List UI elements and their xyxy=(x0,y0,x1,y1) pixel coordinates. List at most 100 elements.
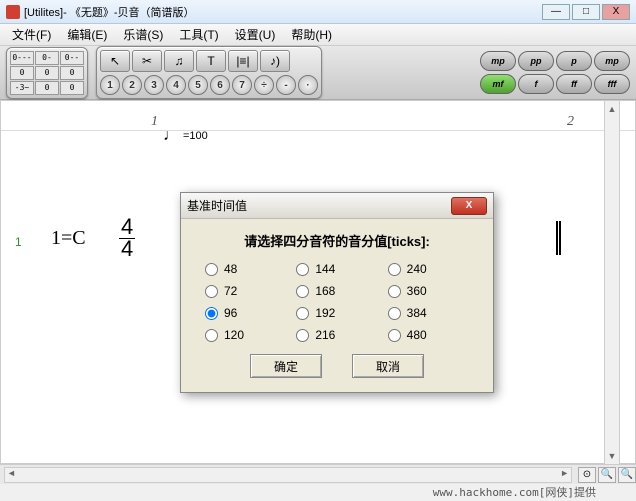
note-button--[interactable]: - xyxy=(276,75,296,95)
minimize-button[interactable]: — xyxy=(542,4,570,20)
tool-buttons-panel: ↖✂♫T|≡|♪) 1234567÷-· xyxy=(96,46,322,99)
duration-cell-3[interactable]: 0 xyxy=(10,66,34,80)
duration-cell-0[interactable]: 0--- xyxy=(10,51,34,65)
cancel-button[interactable]: 取消 xyxy=(352,354,424,378)
dynamic-button-ff-2[interactable]: ff xyxy=(556,74,592,94)
duration-cell-7[interactable]: 0 xyxy=(35,81,59,95)
status-bar: ⊙ 🔍 🔍 xyxy=(0,464,636,484)
zoom-default-button[interactable]: ⊙ xyxy=(578,467,596,483)
dialog-prompt: 请选择四分音符的音分值[ticks]: xyxy=(197,231,477,250)
scroll-down-icon[interactable]: ▼ xyxy=(605,448,619,464)
ticks-option-360[interactable]: 360 xyxy=(388,284,469,298)
ticks-option-216[interactable]: 216 xyxy=(296,328,377,342)
dialog-close-button[interactable]: X xyxy=(451,197,487,215)
duration-grid-panel: 0---0-0--000-3~00 xyxy=(6,47,88,99)
title-bar: [Utilites]- 《无题》-贝音（简谱版） — □ X xyxy=(0,0,636,24)
note-button-·[interactable]: · xyxy=(298,75,318,95)
ticks-option-48[interactable]: 48 xyxy=(205,262,286,276)
ticks-radio-72[interactable] xyxy=(205,285,218,298)
key-signature: 1=C xyxy=(51,227,86,250)
ticks-label-216: 216 xyxy=(315,328,335,342)
ticks-radio-168[interactable] xyxy=(296,285,309,298)
dynamic-button-f-1[interactable]: f xyxy=(518,74,554,94)
title-text: [Utilites]- 《无题》-贝音（简谱版） xyxy=(24,4,195,20)
menu-tools[interactable]: 工具(T) xyxy=(171,24,226,45)
ticks-option-144[interactable]: 144 xyxy=(296,262,377,276)
ticks-radio-120[interactable] xyxy=(205,329,218,342)
ticks-radio-192[interactable] xyxy=(296,307,309,320)
tempo-marking: ♩ =100 xyxy=(163,127,208,145)
scroll-up-icon[interactable]: ▲ xyxy=(605,101,619,117)
menu-edit[interactable]: 编辑(E) xyxy=(59,24,115,45)
ticks-option-192[interactable]: 192 xyxy=(296,306,377,320)
vertical-scrollbar[interactable]: ▲ ▼ xyxy=(604,100,620,465)
ticks-label-384: 384 xyxy=(407,306,427,320)
measure-number: 1 xyxy=(15,235,22,249)
menu-settings[interactable]: 设置(U) xyxy=(227,24,284,45)
ticks-option-480[interactable]: 480 xyxy=(388,328,469,342)
tool-button-1[interactable]: ✂ xyxy=(132,50,162,72)
ticks-radio-216[interactable] xyxy=(296,329,309,342)
dynamics-panel: mppppmp mfffffff xyxy=(480,51,630,94)
menu-file[interactable]: 文件(F) xyxy=(4,24,59,45)
ticks-radio-480[interactable] xyxy=(388,329,401,342)
tool-button-2[interactable]: ♫ xyxy=(164,50,194,72)
dialog-title-text: 基准时间值 xyxy=(187,197,247,214)
note-button-2[interactable]: 2 xyxy=(122,75,142,95)
zoom-in-button[interactable]: 🔍 xyxy=(618,467,636,483)
ruler-mark-1: 1 xyxy=(151,114,158,130)
tool-button-3[interactable]: T xyxy=(196,50,226,72)
duration-cell-6[interactable]: -3~ xyxy=(10,81,34,95)
ticks-radio-grid: 48 144 240 72 168 360 96 192 384 120 216 480 xyxy=(197,262,477,354)
ticks-radio-48[interactable] xyxy=(205,263,218,276)
ok-button[interactable]: 确定 xyxy=(250,354,322,378)
dynamic-button-fff-3[interactable]: fff xyxy=(594,74,630,94)
note-button-6[interactable]: 6 xyxy=(210,75,230,95)
note-button-4[interactable]: 4 xyxy=(166,75,186,95)
ticks-radio-360[interactable] xyxy=(388,285,401,298)
dynamic-button-mf-0[interactable]: mf xyxy=(480,74,516,94)
note-button-7[interactable]: 7 xyxy=(232,75,252,95)
ticks-radio-144[interactable] xyxy=(296,263,309,276)
dynamic-button-mp-3[interactable]: mp xyxy=(594,51,630,71)
ticks-dialog: 基准时间值 X 请选择四分音符的音分值[ticks]: 48 144 240 72 16… xyxy=(180,192,494,393)
close-button[interactable]: X xyxy=(602,4,630,20)
ticks-option-120[interactable]: 120 xyxy=(205,328,286,342)
tool-button-5[interactable]: ♪) xyxy=(260,50,290,72)
horizontal-scrollbar[interactable] xyxy=(4,467,572,483)
duration-cell-1[interactable]: 0- xyxy=(35,51,59,65)
zoom-out-button[interactable]: 🔍 xyxy=(598,467,616,483)
tool-button-0[interactable]: ↖ xyxy=(100,50,130,72)
ticks-option-72[interactable]: 72 xyxy=(205,284,286,298)
ticks-label-72: 72 xyxy=(224,284,237,298)
note-button-÷[interactable]: ÷ xyxy=(254,75,274,95)
duration-cell-5[interactable]: 0 xyxy=(60,66,84,80)
ticks-option-240[interactable]: 240 xyxy=(388,262,469,276)
dynamic-button-p-2[interactable]: p xyxy=(556,51,592,71)
ticks-radio-240[interactable] xyxy=(388,263,401,276)
duration-cell-2[interactable]: 0-- xyxy=(60,51,84,65)
note-button-5[interactable]: 5 xyxy=(188,75,208,95)
maximize-button[interactable]: □ xyxy=(572,4,600,20)
dialog-titlebar: 基准时间值 X xyxy=(181,193,493,219)
menu-score[interactable]: 乐谱(S) xyxy=(115,24,171,45)
ticks-label-192: 192 xyxy=(315,306,335,320)
ticks-label-240: 240 xyxy=(407,262,427,276)
note-button-1[interactable]: 1 xyxy=(100,75,120,95)
dynamic-button-pp-1[interactable]: pp xyxy=(518,51,554,71)
ticks-option-96[interactable]: 96 xyxy=(205,306,286,320)
ticks-label-96: 96 xyxy=(224,306,237,320)
ticks-radio-96[interactable] xyxy=(205,307,218,320)
ticks-option-384[interactable]: 384 xyxy=(388,306,469,320)
ticks-label-48: 48 xyxy=(224,262,237,276)
duration-cell-8[interactable]: 0 xyxy=(60,81,84,95)
ticks-label-480: 480 xyxy=(407,328,427,342)
ticks-option-168[interactable]: 168 xyxy=(296,284,377,298)
ticks-radio-384[interactable] xyxy=(388,307,401,320)
tool-button-4[interactable]: |≡| xyxy=(228,50,258,72)
dynamic-button-mp-0[interactable]: mp xyxy=(480,51,516,71)
menu-help[interactable]: 帮助(H) xyxy=(283,24,340,45)
duration-cell-4[interactable]: 0 xyxy=(35,66,59,80)
note-button-3[interactable]: 3 xyxy=(144,75,164,95)
tempo-value: =100 xyxy=(183,130,208,142)
